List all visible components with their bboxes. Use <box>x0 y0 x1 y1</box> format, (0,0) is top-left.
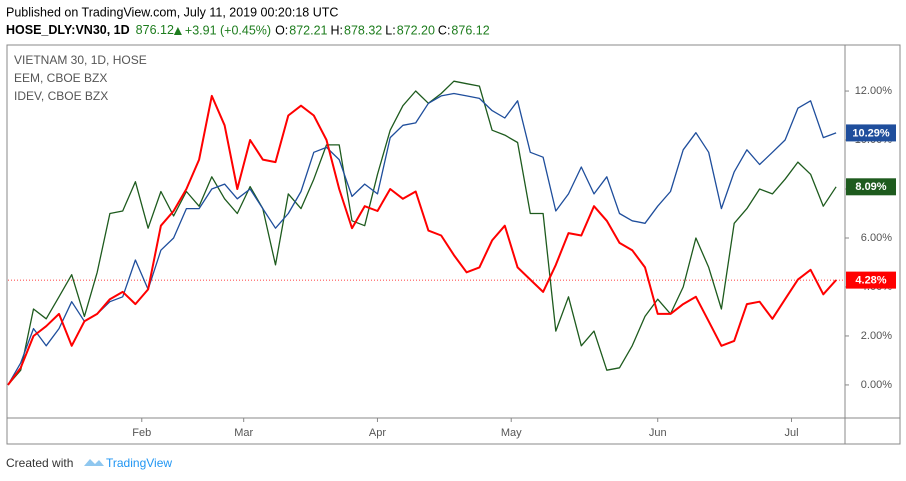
y-tick-label: 12.00% <box>855 85 893 97</box>
series-line <box>7 92 837 386</box>
y-tick-label: 6.00% <box>861 232 892 244</box>
ohlc-value: 872.20 <box>397 23 435 37</box>
x-tick-label: Jul <box>784 427 798 439</box>
last-value-badge <box>846 271 896 289</box>
legend-entry: EEM, CBOE BZX <box>14 71 107 85</box>
ohlc-value: 876.12 <box>451 23 489 37</box>
last-value-badge <box>846 178 896 196</box>
last-value-label: 8.09% <box>855 181 886 193</box>
published-note: Published on TradingView.com, July 11, 2… <box>6 5 338 19</box>
footer-brand[interactable]: TradingView <box>106 456 172 470</box>
symbol: HOSE_DLY:VN30, 1D <box>6 23 130 37</box>
y-tick-label: 2.00% <box>861 330 892 342</box>
x-tick-label: Apr <box>369 427 386 439</box>
ohlc-label: L: <box>385 23 395 37</box>
up-arrow <box>173 27 182 35</box>
ohlc-label: H: <box>331 23 344 37</box>
last-price: 876.12 <box>136 23 174 37</box>
series-line <box>7 94 837 386</box>
last-value-label: 10.29% <box>852 127 890 139</box>
change: +3.91 (+0.45%) <box>185 23 271 37</box>
ohlc-value: 872.21 <box>289 23 327 37</box>
ohlc-label: C: <box>438 23 451 37</box>
footer-text: Created with <box>6 456 73 470</box>
legend-entry: IDEV, CBOE BZX <box>14 89 108 103</box>
series-line <box>7 80 837 386</box>
logo <box>84 459 104 466</box>
legend-entry: VIETNAM 30, 1D, HOSE <box>14 53 147 67</box>
x-tick-label: Mar <box>234 427 253 439</box>
frame <box>6 44 901 445</box>
x-tick-label: Feb <box>132 427 151 439</box>
last-value-label: 4.28% <box>855 275 886 287</box>
ohlc-group: +3.91 (+0.45%) O: 872.21 H: 878.32 L: 872.20 C:… <box>185 23 490 37</box>
y-tick-label: 0.00% <box>861 379 892 391</box>
ohlc-value: 878.32 <box>344 23 382 37</box>
last-value-badge <box>846 124 896 142</box>
symbol-line: HOSE_DLY:VN30, 1D 876.12 <box>6 23 174 37</box>
x-tick-label: Jun <box>649 427 667 439</box>
ohlc-label: O: <box>275 23 288 37</box>
x-tick-label: May <box>501 427 522 439</box>
